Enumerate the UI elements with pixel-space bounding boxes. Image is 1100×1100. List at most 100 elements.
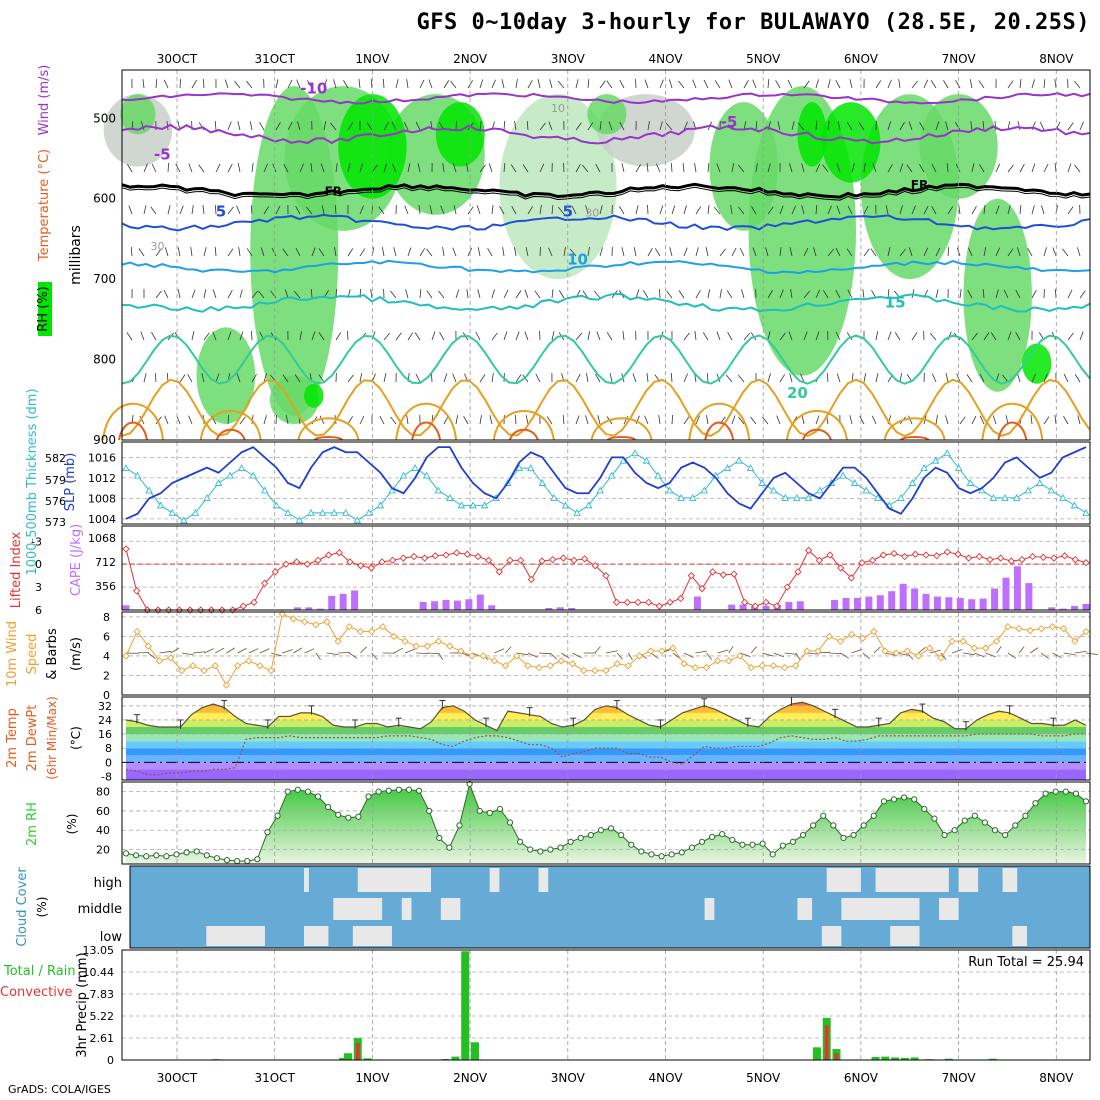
date-label-bottom: 1NOV <box>355 1071 390 1085</box>
wind-10m-barb <box>416 652 429 654</box>
upper-wind-barb <box>201 373 205 383</box>
wind-10m-barb <box>985 652 996 658</box>
upper-wind-barb <box>594 290 601 299</box>
lifted-index-line-point <box>335 549 343 557</box>
isotherm-15 <box>121 292 1091 313</box>
dewpoint-line <box>125 733 1086 776</box>
thickness-line-point <box>769 486 778 494</box>
wind-10m-barb <box>494 648 505 654</box>
cape-bar <box>419 601 427 610</box>
upper-wind-barb <box>908 121 913 131</box>
upper-wind-barb <box>417 163 421 173</box>
upper-wind-barb <box>515 331 520 341</box>
upper-wind-barb <box>260 247 265 257</box>
upper-wind-barb <box>898 79 901 89</box>
rh-line-point <box>415 787 423 794</box>
wind-speed-line-point <box>524 662 532 670</box>
wind-10m-barb <box>1041 652 1050 659</box>
upper-wind-barb <box>827 79 831 89</box>
wind-10m-barb <box>393 647 403 654</box>
isotherm-warm-loop <box>590 417 653 441</box>
temp-axis-label-2: 2m DewPt <box>25 705 40 772</box>
rh-line-point <box>294 786 301 793</box>
upper-wind-barb <box>849 79 853 89</box>
upper-wind-barb <box>155 416 162 425</box>
upper-wind-barb <box>214 120 217 131</box>
upper-wind-barb <box>287 79 293 89</box>
cape-bar <box>796 601 804 610</box>
thickness-line-point <box>920 464 928 472</box>
upper-wind-barb <box>947 246 950 257</box>
upper-wind-barb <box>452 373 457 383</box>
upper-wind-barb <box>489 415 493 425</box>
upper-wind-barb <box>875 373 879 383</box>
temperature-legend-label: Temperature (°C) <box>37 149 52 262</box>
date-label-top: 4NOV <box>648 52 683 66</box>
upper-wind-barb <box>871 415 877 425</box>
rh-line-point <box>405 786 413 793</box>
chart-title: GFS 0~10day 3-hourly for BULAWAYO (28.5E… <box>416 10 1090 35</box>
cloud-cover-block <box>939 898 959 920</box>
upper-wind-barb <box>407 163 411 173</box>
rh-shading-area <box>338 94 407 199</box>
upper-wind-barb <box>979 373 985 383</box>
cloud-cover-block <box>826 868 861 892</box>
upper-wind-barb <box>405 289 409 299</box>
upper-wind-barb <box>885 205 889 215</box>
upper-wind-barb <box>619 79 625 89</box>
rh-area <box>126 783 1086 864</box>
upper-wind-barb <box>466 289 469 299</box>
upper-wind-barb <box>227 248 234 257</box>
upper-wind-barb <box>443 80 450 89</box>
lifted-index-line-point <box>549 555 557 564</box>
lifted-index-line-point <box>1039 553 1047 561</box>
upper-wind-barb <box>1031 79 1035 89</box>
wind-10m-barb <box>1052 652 1062 659</box>
cape-bar <box>305 607 313 610</box>
upper-wind-barb <box>239 289 243 299</box>
upper-wind-barb <box>575 415 580 425</box>
upper-wind-barb <box>1019 79 1022 89</box>
upper-wind-barb <box>347 416 353 425</box>
upper-wind-barb <box>1063 373 1069 383</box>
upper-wind-barb <box>1067 163 1072 173</box>
rh-shading-area <box>919 94 998 199</box>
isotherm-hot-loop <box>215 428 246 441</box>
wind-10m-barb <box>717 649 729 654</box>
isotherm-hot-loop <box>997 421 1028 441</box>
wind-speed-line-point <box>345 623 353 631</box>
rh-line-point <box>1002 831 1009 839</box>
cape-bar <box>556 607 564 610</box>
cloud-cover-block <box>304 868 309 892</box>
upper-wind-barb <box>499 206 505 215</box>
thickness-line-point <box>284 508 292 516</box>
rh-line-point <box>648 851 655 858</box>
lifted-index-line-point <box>1050 554 1058 562</box>
cloud-cover-block <box>206 926 265 946</box>
isotherm-warm-loop <box>102 403 165 441</box>
upper-wind-barb <box>983 247 987 257</box>
upper-wind-barb <box>227 121 232 131</box>
upper-wind-barb <box>359 205 364 215</box>
lifted-index-line-point <box>655 602 663 610</box>
upper-wind-barb <box>479 374 486 383</box>
thickness-line-point <box>307 508 315 516</box>
upper-wind-barb <box>599 80 606 89</box>
wind-10m-barb <box>1074 650 1087 654</box>
rh-line-point <box>173 851 180 858</box>
upper-wind-barb <box>585 373 589 383</box>
upper-wind-barb <box>323 121 327 131</box>
wind-speed-line-point <box>1071 637 1079 645</box>
precip-convective-bar <box>824 1025 829 1060</box>
lifted-index-line-point <box>933 552 941 560</box>
rh-line-point <box>971 812 978 819</box>
isotherm-5 <box>121 213 1091 232</box>
upper-wind-barb <box>930 80 937 89</box>
upper-wind-barb <box>287 121 293 131</box>
wind-speed-line-point <box>334 637 342 645</box>
upper-wind-barb <box>415 373 421 383</box>
lifted-index-tick-label: 3 <box>35 581 42 594</box>
wind-speed-line-point <box>312 621 320 629</box>
upper-wind-barb <box>646 373 649 383</box>
isotherm-minus-5 <box>121 123 1091 145</box>
